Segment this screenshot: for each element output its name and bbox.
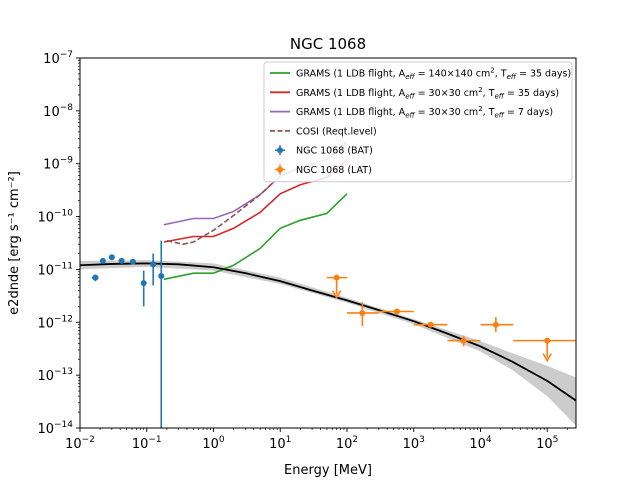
axes: 10−2 10−1 100 101 102 103 104 105 10−14 10−13 10−1… [37,50,577,452]
lat-point-3 [378,308,414,315]
x-tick-label: 105 [536,435,558,452]
legend-label: NGC 1068 (BAT) [296,146,373,157]
series-line-4 [166,181,275,246]
legend-swatch-marker [277,147,283,154]
y-tick-label: 10−12 [37,314,73,331]
bat-point-2 [99,257,106,264]
lat-point-6 [480,317,514,333]
lat-point-7 [513,337,576,363]
legend-item-grams-1-ldb-flight-a-7-days: GRAMS (1 LDB flight, Aeff = 30×30 cm2, T… [270,105,553,120]
lat-point-4 [413,321,448,328]
bat-marker [108,254,115,261]
legend-label: NGC 1068 (LAT) [296,165,372,176]
bat-marker [99,257,106,264]
legend-item-ngc-1068-bat: NGC 1068 (BAT) [275,145,373,157]
bat-marker [118,257,125,264]
x-tick-label: 101 [269,435,291,452]
x-tick-label: 102 [336,435,358,452]
bat-marker [92,274,99,281]
legend: GRAMS (1 LDB flight, Aeff = 140×140 cm2,… [263,61,573,183]
series-line-1 [163,193,348,281]
lat-marker [333,274,340,281]
legend-box [263,61,573,183]
bat-point-4 [118,257,125,264]
lat-marker [460,337,467,344]
model-curve-layer [80,262,576,402]
lat-upper-limit-arrow [542,353,552,363]
plot-frame [79,57,577,429]
lat-marker [359,309,366,316]
x-tick-label: 10−1 [132,435,162,452]
chart-title: NGC 1068 [290,35,366,53]
y-tick-label: 10−7 [43,50,73,67]
lat-point-2 [346,302,379,327]
x-tick-label: 10−2 [65,435,95,452]
lat-upper-limit-arrow [331,290,342,300]
bat-marker [158,273,165,280]
legend-label: GRAMS (1 LDB flight, Aeff = 140×140 cm2,… [296,67,571,82]
lat-point-1 [326,274,347,300]
legend-label: GRAMS (1 LDB flight, Aeff = 30×30 cm2, T… [296,86,559,101]
bat-point-1 [91,274,99,282]
model-curve [80,262,576,402]
legend-swatch-marker [277,166,283,173]
x-tick-label: 104 [469,435,492,452]
legend-label: COSI (Reqt.level) [296,126,377,137]
legend-item-grams-1-ldb-flight-a-35-days: GRAMS (1 LDB flight, Aeff = 30×30 cm2, T… [270,86,559,101]
bat-point-8 [158,240,165,428]
lat-marker [544,337,551,344]
bat-point-6 [140,270,147,307]
y-tick-label: 10−13 [37,367,73,384]
model-uncertainty-band-layer [80,260,576,426]
bat-marker [140,280,147,287]
lat-point-5 [447,335,481,347]
data-points-layer [91,240,576,428]
x-tick-label: 100 [202,435,225,452]
y-axis-label: e2dnde [erg s⁻¹ cm⁻²] [7,171,22,315]
legend-item-grams-1-ldb-flight-a-35-days: GRAMS (1 LDB flight, Aeff = 140×140 cm2,… [270,67,571,82]
legend-item-ngc-1068-lat: NGC 1068 (LAT) [275,164,372,176]
y-tick-label: 10−14 [37,420,73,437]
bat-point-5 [129,258,136,265]
y-tick-label: 10−8 [43,103,73,120]
bat-point-3 [108,254,115,261]
lat-marker [427,321,434,328]
lat-marker [492,321,499,328]
y-tick-label: 10−9 [43,156,73,173]
bat-marker [129,258,136,265]
y-tick-label: 10−10 [37,209,73,226]
y-tick-label: 10−11 [37,261,73,278]
bat-marker [150,261,157,268]
legend-item-cosi-reqt-level: COSI (Reqt.level) [270,126,377,137]
lat-marker [393,308,400,315]
model-uncertainty-band [80,260,576,426]
legend-label: GRAMS (1 LDB flight, Aeff = 30×30 cm2, T… [296,105,553,120]
x-axis-label: Energy [MeV] [284,463,372,478]
x-tick-label: 103 [403,435,425,452]
bat-point-7 [150,253,157,286]
